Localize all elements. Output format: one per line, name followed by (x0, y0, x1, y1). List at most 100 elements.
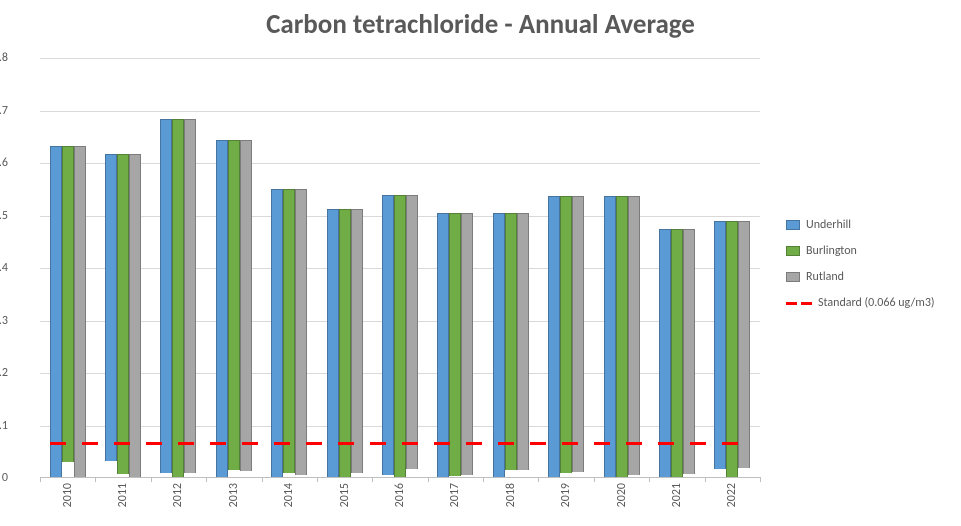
bar (283, 189, 295, 473)
chart-body: 00.10.20.30.40.50.60.70.8 20102011201220… (40, 58, 760, 478)
x-tick-label: 2021 (670, 483, 684, 507)
bar (339, 209, 351, 477)
bar-group (548, 196, 584, 477)
bar-group (50, 146, 86, 477)
bar-group (604, 196, 640, 477)
bar-group (271, 189, 307, 477)
bar (726, 221, 738, 477)
chart-title: Carbon tetrachloride - Annual Average (0, 0, 961, 45)
x-tick-mark (538, 477, 539, 482)
standard-dash (626, 442, 642, 445)
x-tick-label: 2022 (725, 483, 739, 507)
standard-dash (338, 442, 354, 445)
bars-layer (40, 58, 760, 477)
x-tick-label: 2020 (615, 483, 629, 507)
bar (50, 146, 62, 477)
bar-group (327, 209, 363, 477)
plot-area: 2010201120122013201420152016201720182019… (40, 58, 760, 478)
x-tick-mark (705, 477, 706, 482)
bar (493, 213, 505, 477)
standard-dash (242, 442, 258, 445)
standard-dash (434, 442, 450, 445)
bar (240, 140, 252, 471)
bar (572, 196, 584, 472)
legend-label: Burlington (806, 244, 857, 258)
legend-label: Standard (0.066 ug/m3) (818, 296, 935, 310)
y-tick-label: 0.2 (0, 366, 8, 380)
x-tick-label: 2014 (282, 483, 296, 507)
bar (560, 196, 572, 473)
bar (683, 229, 695, 474)
x-tick-label: 2011 (116, 483, 130, 507)
bar (604, 196, 616, 477)
y-tick-label: 0 (2, 471, 8, 485)
x-tick-label: 2012 (171, 483, 185, 507)
standard-dash (402, 442, 418, 445)
bar-group (160, 119, 196, 477)
bar-group (659, 229, 695, 477)
bar (295, 189, 307, 475)
legend-label: Underhill (806, 218, 851, 232)
x-tick-mark (95, 477, 96, 482)
y-tick-label: 0.3 (0, 314, 8, 328)
bar (271, 189, 283, 477)
bar (105, 154, 117, 461)
x-tick-mark (206, 477, 207, 482)
bar (406, 195, 418, 469)
legend-swatch (786, 246, 800, 256)
y-tick-label: 0.7 (0, 104, 8, 118)
standard-dash (50, 442, 66, 445)
y-tick-label: 0.6 (0, 156, 8, 170)
bar (351, 209, 363, 473)
legend-swatch (786, 220, 800, 230)
bar (117, 154, 129, 474)
legend-label: Rutland (806, 270, 844, 284)
standard-dash (306, 442, 322, 445)
standard-dash (498, 442, 514, 445)
bar (129, 154, 141, 477)
legend-dash (786, 302, 812, 305)
x-tick-mark (483, 477, 484, 482)
bar (327, 209, 339, 477)
standard-dash (370, 442, 386, 445)
bar (62, 146, 74, 462)
x-tick-mark (594, 477, 595, 482)
bar (437, 213, 449, 477)
bar (216, 140, 228, 477)
x-tick-label: 2016 (393, 483, 407, 507)
standard-dash (466, 442, 482, 445)
bar-group (714, 221, 750, 477)
bar (738, 221, 750, 468)
bar (382, 195, 394, 476)
x-tick-label: 2010 (61, 483, 75, 507)
bar-group (382, 195, 418, 477)
bar (517, 213, 529, 470)
x-tick-label: 2017 (448, 483, 462, 507)
x-tick-label: 2019 (559, 483, 573, 507)
bar (505, 213, 517, 470)
bar (461, 213, 473, 476)
bar (616, 196, 628, 477)
x-tick-mark (40, 477, 41, 482)
legend-item: Rutland (786, 270, 935, 284)
bar-group (493, 213, 529, 477)
bar (659, 229, 671, 477)
bar (671, 229, 683, 477)
standard-dash (114, 442, 130, 445)
standard-dash (178, 442, 194, 445)
y-tick-label: 0.8 (0, 51, 8, 65)
legend-item: Burlington (786, 244, 935, 258)
plot-wrap: 00.10.20.30.40.50.60.70.8 20102011201220… (40, 58, 760, 478)
bar-group (437, 213, 473, 477)
x-tick-label: 2018 (504, 483, 518, 507)
bar (449, 213, 461, 476)
y-tick-label: 0.1 (0, 419, 8, 433)
bar (172, 119, 184, 477)
y-tick-label: 0.5 (0, 209, 8, 223)
y-tick-label: 0.4 (0, 261, 8, 275)
legend-swatch (786, 272, 800, 282)
x-tick-mark (262, 477, 263, 482)
standard-dash (722, 442, 738, 445)
bar-group (216, 140, 252, 477)
standard-dash (562, 442, 578, 445)
